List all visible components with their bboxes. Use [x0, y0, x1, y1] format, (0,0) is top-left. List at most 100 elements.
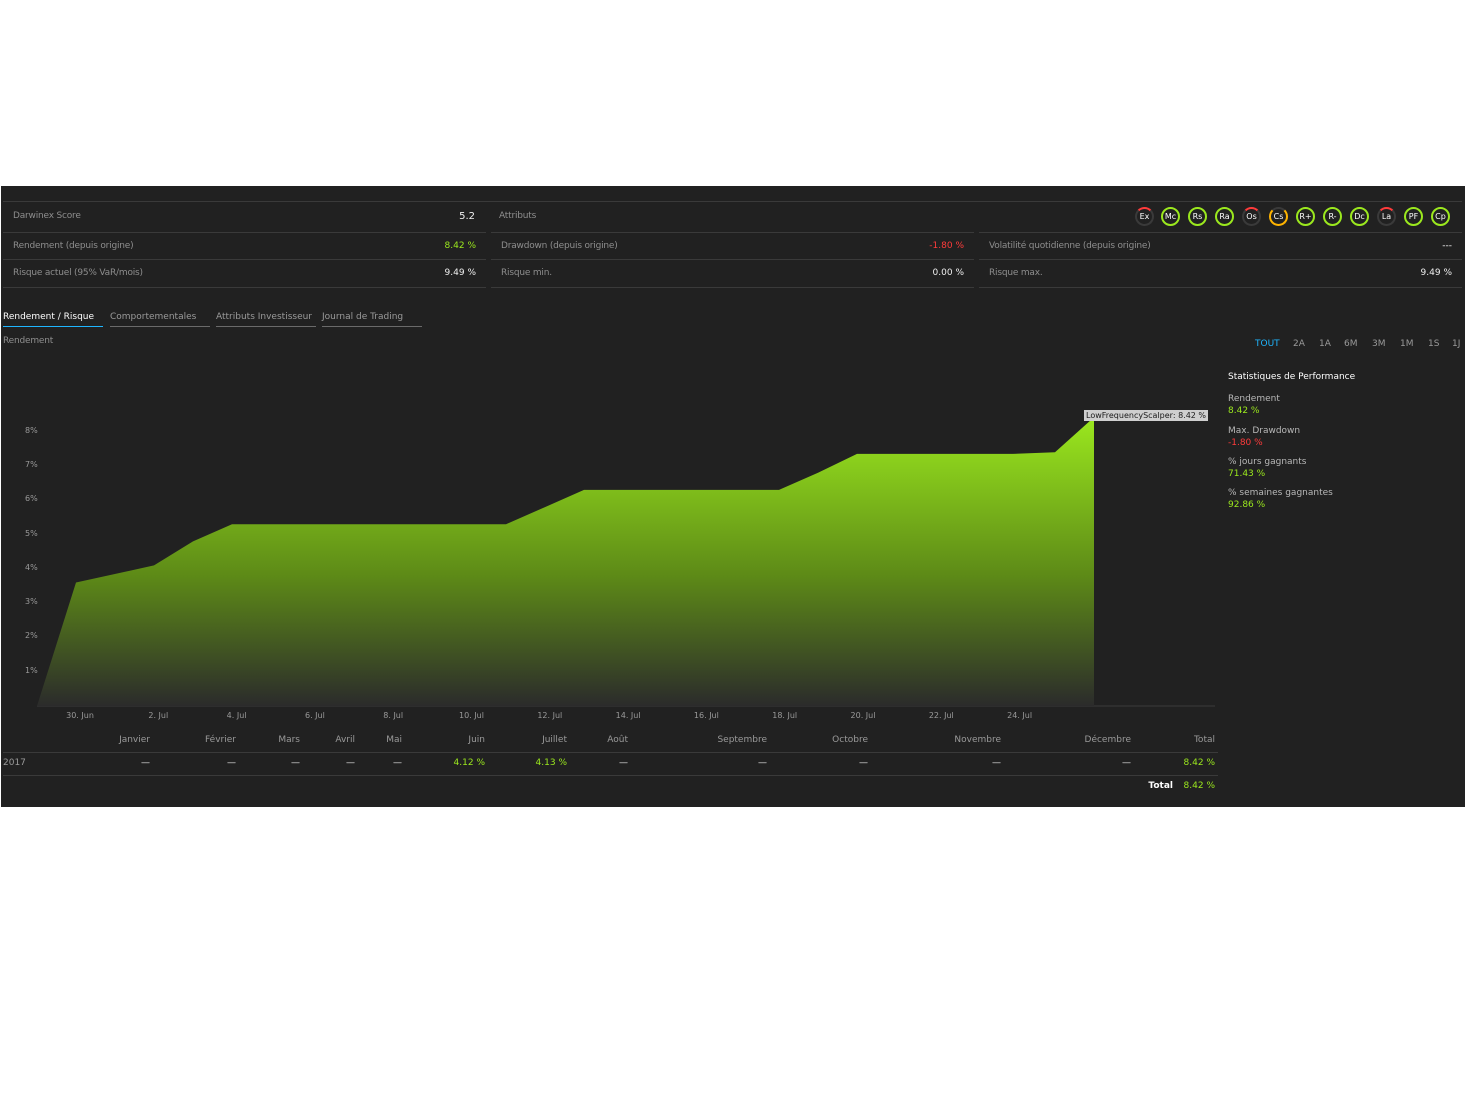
range-tout[interactable]: TOUT: [1255, 339, 1280, 349]
attribute-badge-cp[interactable]: Cp: [1431, 207, 1450, 226]
month-value: —: [859, 758, 868, 768]
grand-total-value: 8.42 %: [1183, 781, 1215, 791]
return-value: 8.42 %: [444, 241, 476, 251]
range-1a[interactable]: 1A: [1319, 339, 1331, 349]
attribute-badge-ra[interactable]: Ra: [1215, 207, 1234, 226]
range-1s[interactable]: 1S: [1428, 339, 1440, 349]
attribute-badge-la[interactable]: La: [1377, 207, 1396, 226]
stat-maxdd-label: Max. Drawdown: [1228, 426, 1301, 436]
y-tick-label: 4%: [25, 562, 38, 572]
x-tick-label: 30. Jun: [66, 711, 94, 720]
grand-total-label: Total: [1148, 781, 1173, 791]
attribute-badge-dc[interactable]: Dc: [1350, 207, 1369, 226]
month-header: Mars: [278, 735, 300, 745]
stat-maxdd-value: -1.80 %: [1228, 438, 1263, 448]
y-tick-label: 8%: [25, 425, 38, 435]
month-header: Août: [607, 735, 628, 745]
x-tick-label: 2. Jul: [148, 711, 169, 720]
month-value: —: [1122, 758, 1131, 768]
month-header: Février: [205, 735, 236, 745]
tab-underline: [322, 326, 422, 327]
month-header: Octobre: [832, 735, 868, 745]
drawdown-value: -1.80 %: [929, 241, 964, 251]
y-tick-label: 2%: [25, 631, 38, 641]
month-value: —: [141, 758, 150, 768]
divider: [3, 259, 486, 260]
month-value: 4.12 %: [453, 758, 485, 768]
attributes-label: Attributs: [499, 211, 537, 221]
x-tick-label: 14. Jul: [615, 711, 641, 720]
x-tick-label: 18. Jul: [772, 711, 798, 720]
month-header: Total: [1193, 735, 1215, 745]
y-tick-label: 1%: [25, 665, 38, 675]
month-value: —: [346, 758, 355, 768]
divider: [3, 752, 1218, 753]
divider: [979, 259, 1462, 260]
attribute-badge-pf[interactable]: PF: [1404, 207, 1423, 226]
attribute-badge-rs[interactable]: Rs: [1188, 207, 1207, 226]
stat-winning-weeks-value: 92.86 %: [1228, 500, 1266, 510]
risk-min-value: 0.00 %: [932, 268, 964, 278]
divider: [979, 287, 1462, 288]
x-tick-label: 4. Jul: [226, 711, 247, 720]
tab-underline: [110, 326, 210, 327]
risk-max-value: 9.49 %: [1420, 268, 1452, 278]
divider: [3, 232, 486, 233]
month-header: Décembre: [1084, 735, 1131, 745]
drawdown-label: Drawdown (depuis origine): [501, 241, 618, 251]
month-value: —: [393, 758, 402, 768]
divider: [3, 201, 1462, 202]
x-tick-label: 6. Jul: [304, 711, 325, 720]
month-value: —: [291, 758, 300, 768]
divider: [491, 287, 974, 288]
month-header: Juin: [468, 735, 485, 745]
tab-rendement-risque[interactable]: Rendement / Risque: [3, 312, 95, 322]
stat-return-value: 8.42 %: [1228, 406, 1260, 416]
month-value: —: [992, 758, 1001, 768]
tab-active-indicator: [3, 326, 103, 327]
stat-winning-days-value: 71.43 %: [1228, 469, 1266, 479]
x-tick-label: 10. Jul: [459, 711, 484, 720]
y-tick-label: 7%: [25, 459, 38, 469]
attribute-badge-mc[interactable]: Mc: [1161, 207, 1180, 226]
y-tick-label: 5%: [25, 528, 38, 538]
range-2a[interactable]: 2A: [1293, 339, 1305, 349]
month-value: —: [619, 758, 628, 768]
tab-journal-trading[interactable]: Journal de Trading: [322, 312, 404, 322]
chart-tooltip: LowFrequencyScalper: 8.42 %: [1084, 410, 1209, 421]
attribute-badge-os[interactable]: Os: [1242, 207, 1261, 226]
month-header: Mai: [386, 735, 402, 745]
tab-attributs-investisseur[interactable]: Attributs Investisseur: [216, 312, 313, 322]
month-value: —: [758, 758, 767, 768]
x-tick-label: 20. Jul: [850, 711, 876, 720]
stat-winning-days-label: % jours gagnants: [1228, 457, 1307, 467]
month-value: 4.13 %: [535, 758, 567, 768]
range-3m[interactable]: 3M: [1372, 339, 1386, 349]
risk-label: Risque actuel (95% VaR/mois): [13, 268, 143, 278]
y-tick-label: 3%: [25, 597, 38, 607]
divider: [979, 232, 1462, 233]
tab-comportementales[interactable]: Comportementales: [110, 312, 197, 322]
month-header: Avril: [335, 735, 355, 745]
month-header: Novembre: [954, 735, 1001, 745]
x-tick-label: 12. Jul: [537, 711, 563, 720]
month-header: Juillet: [542, 735, 567, 745]
month-value: —: [227, 758, 236, 768]
divider: [3, 775, 1218, 776]
month-header: Janvier: [119, 735, 150, 745]
attribute-badge-rplus[interactable]: R+: [1296, 207, 1315, 226]
attribute-badge-rminus[interactable]: R-: [1323, 207, 1342, 226]
x-tick-label: 22. Jul: [928, 711, 954, 720]
volatility-label: Volatilité quotidienne (depuis origine): [989, 241, 1151, 251]
score-value: 5.2: [459, 211, 475, 222]
volatility-value: ---: [1442, 241, 1452, 251]
attribute-badge-cs[interactable]: Cs: [1269, 207, 1288, 226]
range-1j[interactable]: 1J: [1452, 339, 1461, 349]
divider: [491, 259, 974, 260]
range-1m[interactable]: 1M: [1400, 339, 1414, 349]
attribute-badge-ex[interactable]: Ex: [1135, 207, 1154, 226]
score-label: Darwinex Score: [13, 211, 81, 221]
range-6m[interactable]: 6M: [1344, 339, 1358, 349]
chart-title: Rendement: [3, 336, 54, 346]
risk-max-label: Risque max.: [989, 268, 1043, 278]
